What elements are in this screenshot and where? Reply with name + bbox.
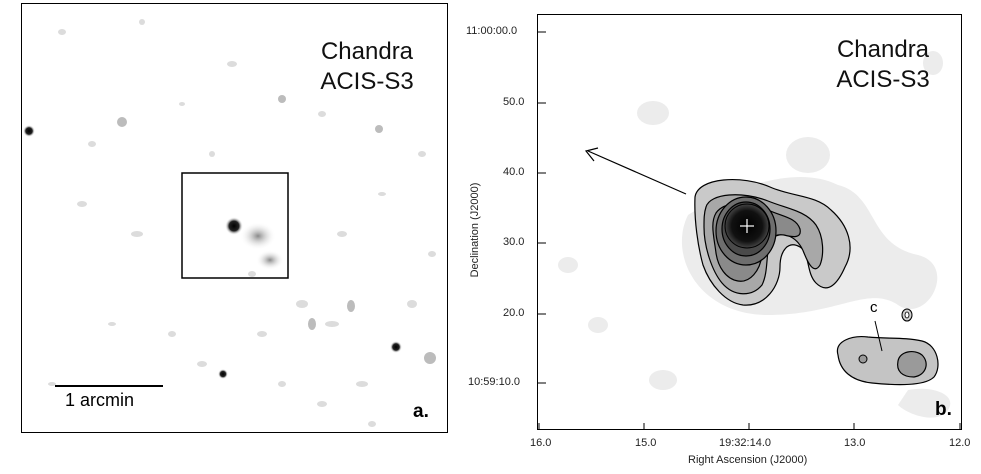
panel-b-contour-map: Chandra ACIS-S3 c b. [537,14,962,430]
detector-name-a: ACIS-S3 [320,68,414,95]
y-tick-label: 40.0 [503,166,525,178]
x-tick-label: 12.0 [949,437,971,449]
y-tick-label: 10:59:10.0 [468,376,520,388]
panel-a-xray-image: Chandra ACIS-S3 1 arcmin a. [21,3,448,433]
instrument-label-a: Chandra ACIS-S3 [307,37,427,97]
y-axis-title: Declination (J2000) [469,182,481,278]
panel-label-b: b. [935,399,952,420]
xray-image-a [23,19,436,427]
y-tick-label: 30.0 [503,236,525,248]
y-tick-label: 50.0 [503,96,525,108]
scale-bar [55,385,163,387]
source-label-c: c [870,299,878,316]
zoom-region-box [181,172,289,279]
instrument-label-b: Chandra ACIS-S3 [823,35,943,95]
panel-label-a: a. [413,401,429,422]
x-tick-label: 13.0 [844,437,866,449]
x-tick-label: 15.0 [635,437,657,449]
source-c-pointer [874,320,883,352]
detector-name-b: ACIS-S3 [836,66,930,93]
y-tick-label: 11:00:00.0 [466,25,518,37]
contour-map-b [538,31,961,429]
x-tick-label: 19:32:14.0 [719,437,771,449]
x-axis-title: Right Ascension (J2000) [688,454,808,466]
instrument-name-b: Chandra [836,36,930,63]
scale-bar-label: 1 arcmin [65,390,135,410]
x-tick-label: 16.0 [530,437,552,449]
instrument-name-a: Chandra [320,38,414,65]
direction-arrow [587,150,687,195]
y-tick-label: 20.0 [503,307,525,319]
